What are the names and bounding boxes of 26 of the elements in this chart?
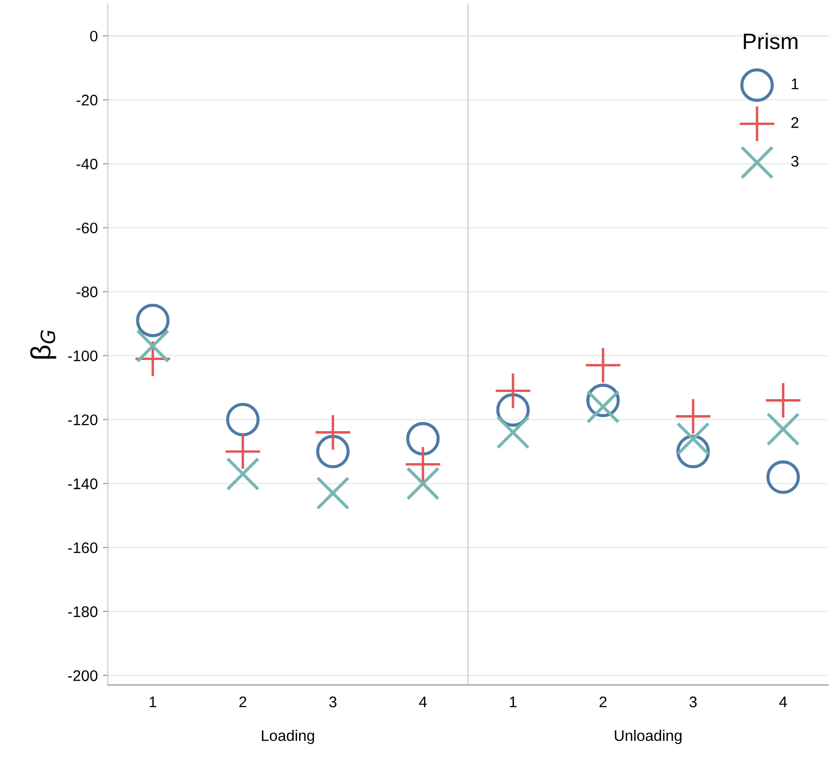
x-tick-label: 1: [150, 696, 156, 708]
y-axis-title: β$_{G}$: [30, 330, 56, 359]
legend-label: 2: [791, 117, 798, 128]
x-axis-title: Loading: [262, 730, 314, 744]
x-tick-label: 3: [329, 696, 336, 708]
y-tick-label: -100: [68, 350, 98, 362]
x-tick-label: 2: [600, 696, 607, 708]
x-tick-label: 2: [239, 696, 246, 708]
x-axis-title: Unloading: [614, 730, 682, 744]
y-tick-label: -60: [76, 222, 98, 234]
y-tick-label: -180: [68, 606, 98, 618]
x-tick-label: 3: [689, 696, 697, 708]
y-tick-label: -40: [76, 158, 98, 170]
x-tick-label: 4: [419, 696, 427, 708]
legend-label: 3: [791, 156, 798, 167]
y-tick-label: -200: [68, 670, 98, 682]
y-tick-label: 0: [90, 30, 98, 42]
y-tick-label: -120: [68, 414, 98, 426]
y-tick-label: -140: [68, 478, 98, 490]
y-tick-label: -160: [68, 542, 98, 554]
y-tick-label: -20: [76, 94, 98, 106]
x-tick-label: 4: [779, 696, 787, 708]
legend-label: 1: [792, 78, 798, 90]
legend-title: Prism: [744, 32, 798, 50]
x-tick-label: 1: [510, 696, 516, 708]
y-tick-label: -80: [76, 286, 98, 298]
